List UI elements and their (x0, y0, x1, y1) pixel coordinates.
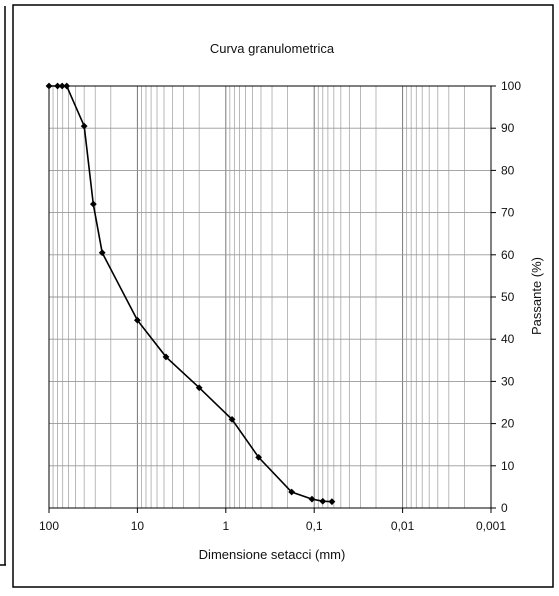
data-series (45, 82, 336, 506)
y-tick-label: 30 (501, 374, 515, 388)
data-point (162, 353, 170, 361)
y-axis-label: Passante (%) (529, 257, 544, 335)
y-tick-label: 100 (501, 79, 521, 93)
data-point (89, 200, 97, 208)
y-tick-label: 70 (501, 206, 515, 220)
chart-border (12, 4, 554, 588)
y-tick-label: 0 (501, 501, 508, 515)
x-tick-label: 0,01 (391, 519, 415, 533)
y-axis-ticks: 0 10 20 30 40 50 60 70 80 90 100 (491, 79, 521, 515)
x-axis-ticks: 100 10 1 0,1 0,01 0,001 (39, 508, 506, 533)
y-tick-label: 80 (501, 163, 515, 177)
x-tick-label: 10 (131, 519, 145, 533)
x-tick-label: 0,1 (306, 519, 323, 533)
data-point (58, 82, 66, 90)
data-point (255, 453, 263, 461)
data-point (134, 316, 141, 324)
x-axis-label: Dimensione setacci (mm) (199, 547, 346, 562)
data-point (288, 488, 296, 496)
y-tick-label: 20 (501, 417, 515, 431)
x-tick-label: 100 (39, 519, 59, 533)
x-tick-label: 0,001 (476, 519, 506, 533)
data-point (98, 249, 106, 257)
data-point (80, 122, 88, 130)
y-tick-label: 40 (501, 332, 515, 346)
data-point (54, 82, 61, 90)
y-tick-label: 10 (501, 459, 515, 473)
data-point (45, 82, 53, 90)
grid (48, 85, 492, 509)
data-point (319, 497, 327, 505)
series-line (49, 85, 332, 503)
y-tick-label: 50 (501, 290, 515, 304)
y-tick-label: 60 (501, 248, 515, 262)
data-point (195, 384, 203, 392)
data-point (328, 498, 336, 506)
x-tick-label: 1 (222, 519, 229, 533)
data-point (308, 495, 316, 503)
y-tick-label: 90 (501, 121, 515, 135)
data-point (63, 82, 71, 90)
chart-title: Curva granulometrica (210, 41, 335, 56)
data-point (228, 415, 236, 423)
